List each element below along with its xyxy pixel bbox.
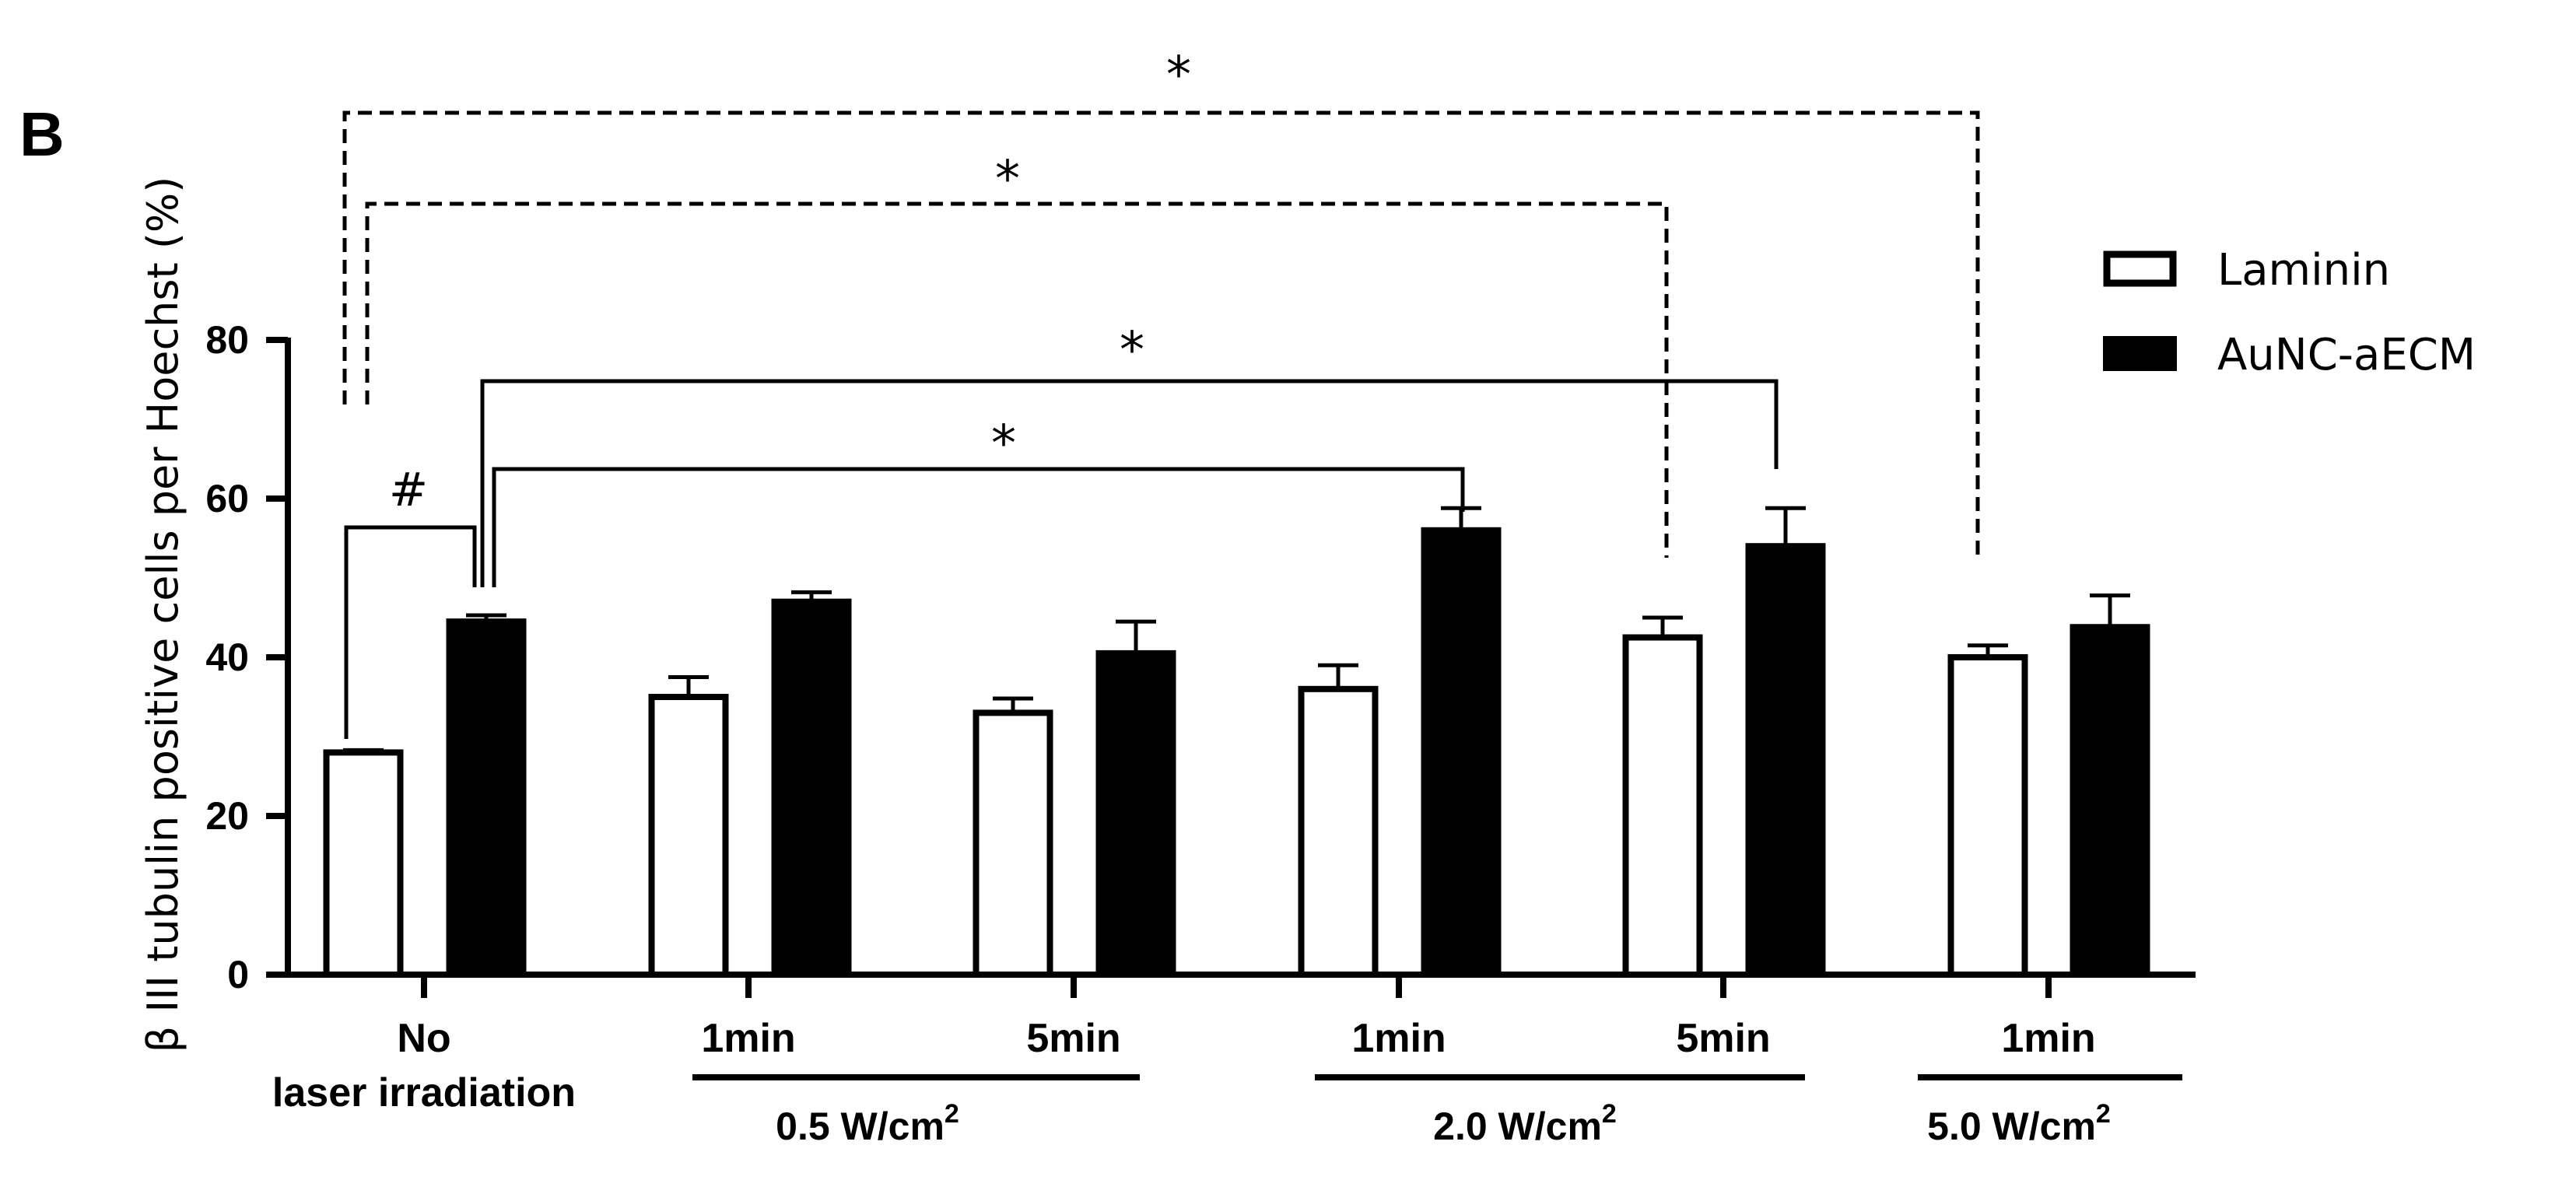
y-axis-ticks: 0 20 40 60 80 xyxy=(205,318,288,996)
error-bars xyxy=(343,506,2130,753)
bar-aunc-aecm-1 xyxy=(771,598,852,978)
y-tick-label: 0 xyxy=(227,953,249,996)
significance-symbol: * xyxy=(991,415,1016,473)
group-label: 0.5 W/cm2 xyxy=(776,1099,959,1148)
significance-symbol: * xyxy=(1166,47,1191,104)
y-tick-label: 40 xyxy=(205,636,249,679)
legend: Laminin AuNC-aECM xyxy=(2103,245,2476,380)
bar-laminin-2 xyxy=(973,709,1053,979)
bar-aunc-aecm-2 xyxy=(1095,650,1176,979)
bar-laminin-5 xyxy=(1947,654,2028,978)
bracket-star-dashed-2 xyxy=(342,110,1980,558)
x-category-label: No xyxy=(397,1016,450,1061)
significance-symbol: * xyxy=(1120,322,1144,380)
y-axis-label: β III tubulin positive cells per Hoechst… xyxy=(138,177,188,1053)
legend-swatch-laminin xyxy=(2103,250,2177,287)
bracket-hash xyxy=(344,525,477,739)
significance-symbol: # xyxy=(389,463,428,517)
axes xyxy=(285,338,2196,998)
x-category-label: 1min xyxy=(701,1016,795,1061)
bracket-star-1 xyxy=(492,467,1465,587)
x-category-label: 5min xyxy=(1026,1016,1120,1061)
panel-label: B xyxy=(19,100,65,169)
bar-aunc-aecm-0 xyxy=(446,618,527,978)
y-tick-label: 80 xyxy=(205,318,249,362)
x-axis-labels: No laser irradiation 1min 5min 1min 5min 1min xyxy=(272,1016,2096,1115)
bar-laminin-3 xyxy=(1298,685,1379,978)
bar-laminin-4 xyxy=(1622,634,1703,978)
group-label: 2.0 W/cm2 xyxy=(1433,1099,1617,1148)
bar-aunc-aecm-4 xyxy=(1745,543,1826,978)
group-label: 5.0 W/cm2 xyxy=(1927,1099,2111,1148)
bar-laminin-0 xyxy=(323,749,404,979)
bars xyxy=(323,527,2150,979)
significance-symbol: * xyxy=(995,151,1020,208)
x-category-label: laser irradiation xyxy=(272,1070,576,1115)
bar-laminin-1 xyxy=(648,694,729,978)
bracket-star-2 xyxy=(480,379,1779,587)
bar-aunc-aecm-3 xyxy=(1421,527,1502,978)
y-tick-label: 60 xyxy=(205,477,249,520)
x-category-label: 1min xyxy=(2001,1016,2095,1061)
significance-annotations: # * * * * xyxy=(342,47,1980,739)
y-tick-label: 20 xyxy=(205,794,249,838)
x-category-label: 5min xyxy=(1676,1016,1770,1061)
x-category-label: 1min xyxy=(1351,1016,1446,1061)
group-labels: 0.5 W/cm2 2.0 W/cm2 5.0 W/cm2 xyxy=(692,1074,2182,1148)
bar-aunc-aecm-5 xyxy=(2070,624,2150,978)
bracket-star-dashed-1 xyxy=(365,201,1669,558)
legend-swatch-aunc-aecm xyxy=(2103,336,2177,371)
legend-label-aunc-aecm: AuNC-aECM xyxy=(2217,330,2476,380)
legend-label-laminin: Laminin xyxy=(2217,245,2390,296)
